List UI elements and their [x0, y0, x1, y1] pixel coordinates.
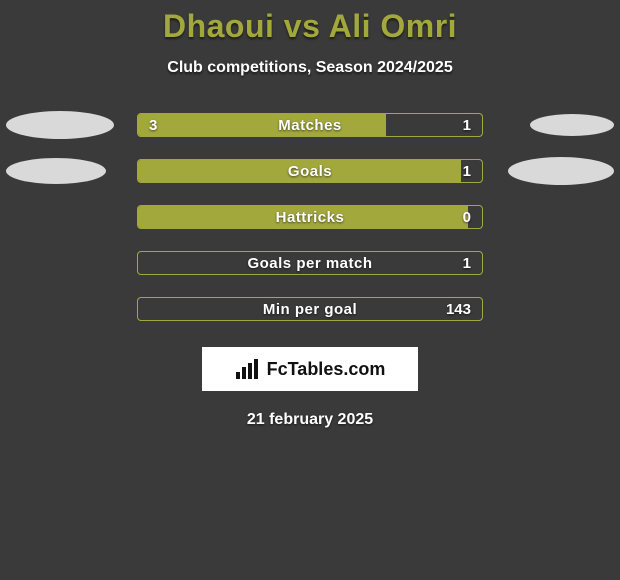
player-right-marker [530, 114, 614, 136]
stat-value-right: 0 [463, 205, 471, 229]
stat-value-right: 1 [463, 159, 471, 183]
subtitle: Club competitions, Season 2024/2025 [0, 59, 620, 77]
brand-text: FcTables.com [267, 359, 386, 380]
bar-track [137, 251, 483, 275]
bar-fill-left [138, 160, 461, 182]
date-text: 21 february 2025 [0, 411, 620, 429]
player-right-marker [508, 157, 614, 185]
stat-row: Matches31 [0, 113, 620, 137]
stat-value-right: 1 [463, 251, 471, 275]
player-left-marker [6, 158, 106, 184]
stat-value-right: 1 [463, 113, 471, 137]
brand-badge: FcTables.com [202, 347, 418, 391]
bar-track [137, 113, 483, 137]
page-title: Dhaoui vs Ali Omri [0, 0, 620, 45]
stat-row: Hattricks0 [0, 205, 620, 229]
bar-track [137, 159, 483, 183]
stat-row: Min per goal143 [0, 297, 620, 321]
bar-fill-left [138, 206, 468, 228]
player-left-marker [6, 111, 114, 139]
stat-value-left: 3 [149, 113, 157, 137]
comparison-rows: Matches31Goals1Hattricks0Goals per match… [0, 113, 620, 321]
bar-track [137, 297, 483, 321]
bar-track [137, 205, 483, 229]
stat-value-right: 143 [446, 297, 471, 321]
bars-icon [235, 358, 261, 380]
stat-row: Goals per match1 [0, 251, 620, 275]
stat-row: Goals1 [0, 159, 620, 183]
bar-fill-left [138, 114, 386, 136]
